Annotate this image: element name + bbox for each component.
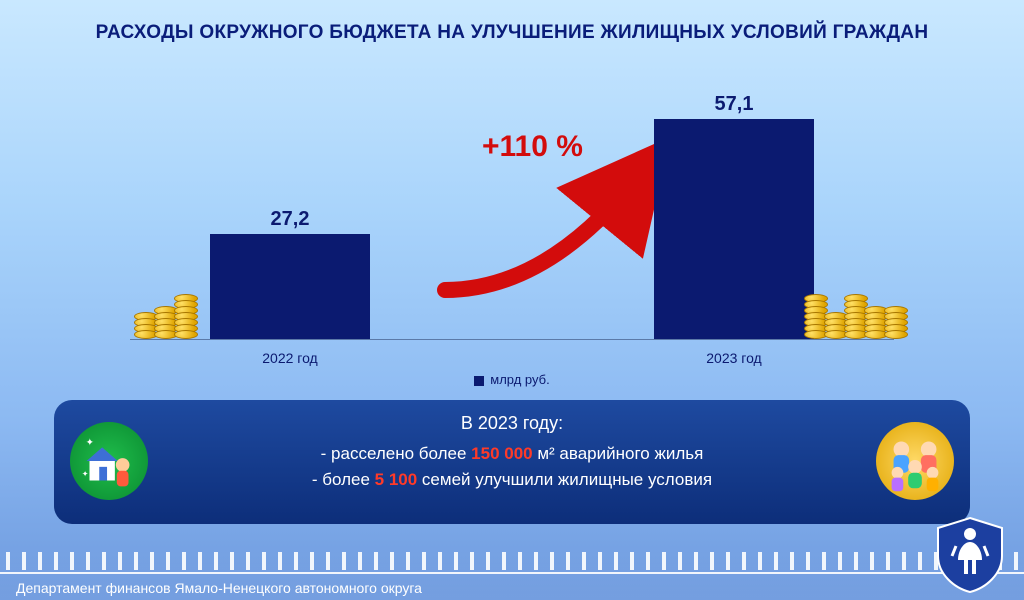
svg-text:✦: ✦ — [82, 470, 89, 479]
crest-icon — [934, 516, 1006, 594]
legend: млрд руб. — [0, 372, 1024, 387]
footer-text: Департамент финансов Ямало-Ненецкого авт… — [16, 580, 422, 596]
panel-year: В 2023 году: — [164, 410, 860, 437]
coin-stack-icon — [804, 297, 904, 339]
footer-divider — [0, 572, 1024, 574]
panel-line-1: - расселено более 150 000 м² аварийного … — [164, 441, 860, 467]
coin-stack-icon — [134, 297, 194, 339]
ornament-pattern-icon — [0, 552, 1024, 570]
panel-line-2: - более 5 100 семей улучшили жилищные ус… — [164, 467, 860, 493]
svg-text:✦: ✦ — [86, 437, 94, 448]
bar-value-label: 27,2 — [210, 208, 370, 231]
house-icon: ✦ ✦ — [70, 422, 148, 500]
legend-label: млрд руб. — [490, 372, 549, 387]
bar-value-label: 57,1 — [654, 93, 814, 116]
slide: РАСХОДЫ ОКРУЖНОГО БЮДЖЕТА НА УЛУЧШЕНИЕ Ж… — [0, 0, 1024, 600]
category-label: 2023 год — [654, 350, 814, 366]
family-icon — [876, 422, 954, 500]
growth-label: +110 % — [482, 130, 583, 164]
x-axis — [130, 339, 894, 340]
info-panel: ✦ ✦ В 2023 году: - расселено более 150 0… — [54, 400, 970, 524]
bar-chart: 27,2 2022 год +110 % 57,1 2023 год — [130, 90, 894, 380]
legend-marker-icon — [474, 376, 484, 386]
category-label: 2022 год — [210, 350, 370, 366]
bar-2022: 27,2 — [210, 234, 370, 339]
bar-2023: 57,1 — [654, 119, 814, 339]
footer: Департамент финансов Ямало-Ненецкого авт… — [0, 548, 1024, 600]
slide-title: РАСХОДЫ ОКРУЖНОГО БЮДЖЕТА НА УЛУЧШЕНИЕ Ж… — [0, 22, 1024, 44]
